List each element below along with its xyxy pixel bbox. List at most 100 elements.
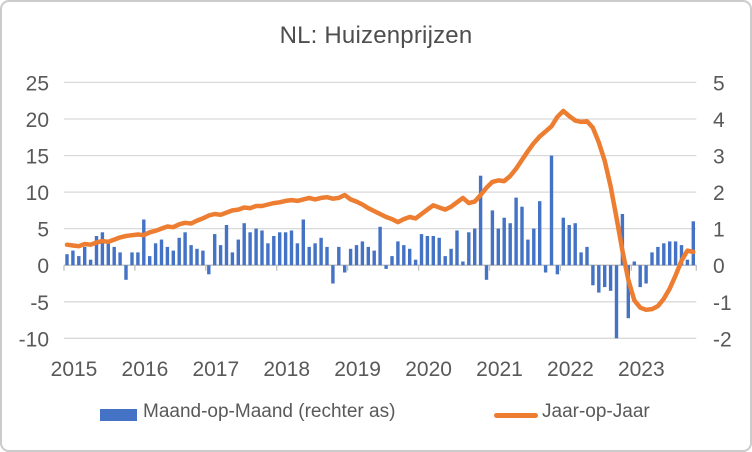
mom-bar	[402, 245, 406, 266]
y-axis-left-tick-label: -5	[30, 292, 49, 315]
mom-bar	[313, 243, 317, 266]
gridlines	[64, 81, 697, 339]
mom-bar	[171, 250, 175, 266]
mom-bar	[608, 265, 613, 291]
mom-bar	[94, 236, 99, 266]
mom-bar	[484, 265, 489, 280]
mom-bar	[384, 265, 388, 269]
y-axis-left-tick-label: 5	[37, 219, 49, 242]
x-axis-year-label: 2018	[263, 358, 310, 381]
legend: Maand-op-Maand (rechter as) Jaar-op-Jaar	[2, 401, 750, 431]
mom-bar	[289, 230, 294, 266]
mom-bar	[668, 241, 672, 266]
mom-bar	[520, 206, 524, 266]
y-axis-right-tick-label: -1	[713, 292, 732, 315]
mom-bar	[165, 246, 170, 266]
mom-bar	[425, 236, 430, 266]
y-axis-left-tick-label: -10	[19, 328, 49, 351]
x-axis-labels: 2015 2016 2017 2018 2019 2020 2021 2022 2023	[51, 358, 665, 381]
mom-bar	[83, 246, 87, 266]
mom-bar	[644, 265, 648, 284]
x-axis-year-label: 2023	[618, 358, 665, 381]
mom-bar	[218, 245, 223, 266]
y-axis-right-tick-label: -2	[713, 328, 732, 351]
y-axis-left-labels: 25 20 15 10 5 0 -5 -10	[19, 72, 49, 351]
mom-bar	[532, 228, 536, 266]
mom-bar	[603, 265, 607, 288]
mom-bar	[502, 217, 506, 266]
y-axis-right-tick-label: 0	[713, 255, 725, 278]
mom-bar	[490, 210, 495, 266]
mom-bar	[201, 250, 205, 266]
y-axis-right-tick-label: 4	[713, 109, 725, 132]
mom-bar	[100, 232, 105, 266]
mom-bar	[142, 219, 146, 266]
mom-bar	[124, 265, 128, 280]
mom-bar	[396, 241, 400, 266]
mom-bar	[301, 219, 305, 266]
mom-bar	[348, 248, 353, 266]
mom-bar	[130, 252, 134, 266]
mom-bar	[118, 252, 122, 266]
mom-bar	[555, 265, 560, 275]
x-axis-year-label: 2016	[122, 358, 169, 381]
legend-line-label: Jaar-op-Jaar	[542, 401, 650, 422]
y-axis-left-tick-label: 20	[26, 109, 49, 132]
mom-bar	[591, 265, 595, 286]
mom-bar	[224, 225, 229, 266]
mom-bar	[278, 232, 282, 266]
x-axis-year-label: 2017	[192, 358, 239, 381]
mom-bar	[390, 256, 394, 266]
y-axis-right-tick-label: 2	[713, 182, 725, 205]
mom-bar	[656, 246, 660, 266]
mom-bar	[579, 252, 583, 266]
x-axis	[63, 264, 697, 271]
y-axis-left-tick-label: 25	[26, 72, 49, 95]
mom-bar	[514, 197, 518, 266]
mom-bar	[473, 228, 477, 266]
yoy-line	[64, 108, 696, 313]
mom-bar	[526, 239, 530, 266]
mom-bar	[413, 259, 418, 266]
mom-bar	[378, 226, 382, 266]
mom-bar	[638, 265, 642, 288]
mom-bar	[266, 243, 270, 266]
mom-bar	[614, 265, 619, 339]
mom-bar	[443, 256, 447, 266]
mom-bar	[148, 256, 152, 266]
mom-bar	[431, 236, 435, 266]
mom-bar	[77, 256, 81, 266]
mom-bar	[549, 155, 554, 266]
mom-bar	[319, 237, 323, 266]
mom-bars	[65, 155, 695, 339]
mom-bar	[136, 252, 140, 266]
mom-bar	[189, 245, 193, 266]
mom-bar	[242, 223, 246, 266]
mom-bar	[561, 217, 565, 266]
y-axis-right-tick-label: 3	[713, 146, 725, 169]
mom-bar	[272, 236, 276, 266]
mom-bar	[213, 234, 217, 266]
mom-bar	[153, 243, 158, 266]
mom-bar	[307, 246, 311, 266]
mom-bar	[360, 241, 365, 266]
mom-bar	[685, 259, 690, 266]
x-axis-year-label: 2015	[51, 358, 98, 381]
mom-bar	[283, 232, 288, 266]
mom-bar	[679, 245, 684, 266]
x-axis-year-label: 2020	[405, 358, 452, 381]
legend-bar-swatch-icon	[100, 409, 137, 421]
mom-bar	[65, 254, 69, 266]
mom-bar	[662, 243, 666, 266]
mom-bar	[650, 252, 654, 266]
mom-bar	[543, 265, 548, 273]
y-axis-right-tick-label: 1	[713, 219, 725, 242]
x-axis-year-label: 2019	[334, 358, 381, 381]
mom-bar	[573, 223, 577, 266]
mom-bar	[632, 261, 636, 266]
mom-bar	[467, 232, 471, 266]
mom-bar	[236, 239, 240, 266]
mom-bar	[195, 248, 199, 266]
